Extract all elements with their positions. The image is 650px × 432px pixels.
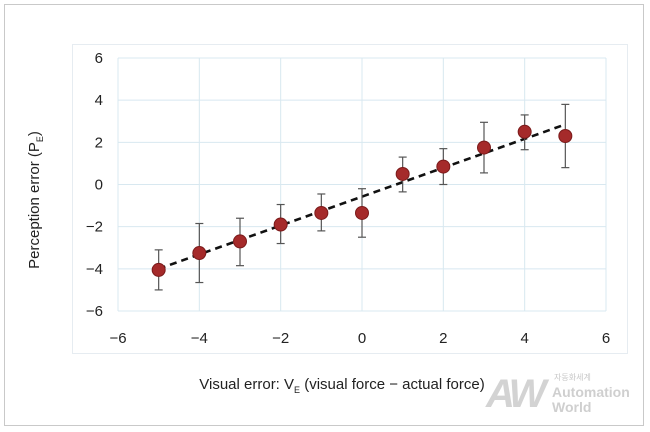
- automation-world-watermark: AW 자동화세계 Automation World: [486, 372, 636, 416]
- watermark-korean-text: 자동화세계: [554, 373, 591, 382]
- x-tick-label: 6: [602, 330, 610, 347]
- y-tick-label: −2: [86, 219, 103, 236]
- x-tick-label: −6: [109, 330, 126, 347]
- y-tick-label: 6: [95, 50, 103, 67]
- x-axis-title: Visual error: VE (visual force − actual …: [199, 376, 484, 395]
- data-point: [192, 246, 207, 261]
- watermark-logo: AW: [486, 372, 546, 416]
- y-tick-label: −6: [86, 303, 103, 320]
- watermark-line1: Automation: [552, 384, 630, 400]
- y-axis-title: Perception error (PE): [26, 131, 45, 269]
- y-tick-label: 0: [95, 177, 103, 194]
- grid: [117, 57, 607, 312]
- data-point: [273, 217, 288, 232]
- data-point: [436, 159, 451, 174]
- data-point: [477, 140, 491, 155]
- plot-panel: [72, 44, 628, 354]
- watermark-line2: World: [552, 399, 592, 415]
- data-point: [558, 129, 573, 144]
- data-point: [233, 234, 247, 249]
- x-tick-label: −4: [191, 330, 208, 347]
- x-tick-label: −2: [272, 330, 289, 347]
- y-tick-label: 4: [95, 92, 103, 109]
- x-tick-label: 2: [439, 330, 447, 347]
- x-tick-label: 4: [520, 330, 528, 347]
- y-tick-label: 2: [95, 134, 103, 151]
- data-points: [151, 124, 573, 277]
- data-point: [517, 124, 532, 139]
- x-tick-label: 0: [358, 330, 366, 347]
- data-point: [355, 205, 369, 220]
- data-point: [395, 166, 410, 181]
- tick-labels: −6 −4 −2 0 2 4 6 −6 −4 −2 0 2 4 6: [86, 50, 610, 347]
- data-point: [314, 205, 329, 220]
- y-tick-label: −4: [86, 261, 103, 278]
- data-point: [151, 262, 166, 277]
